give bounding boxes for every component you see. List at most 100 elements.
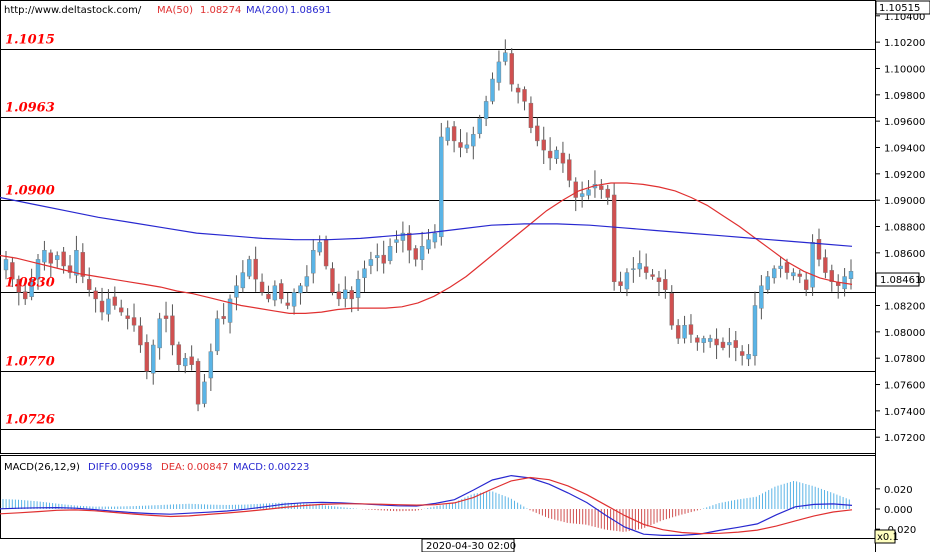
bear-candle[interactable]: [170, 315, 175, 346]
bear-candle[interactable]: [643, 266, 649, 273]
bull-candle[interactable]: [464, 144, 470, 149]
bull-candle[interactable]: [471, 134, 476, 147]
bull-candle[interactable]: [707, 338, 713, 342]
bull-candle[interactable]: [183, 357, 188, 367]
bull-candle[interactable]: [394, 239, 399, 243]
bear-candle[interactable]: [349, 290, 354, 300]
bear-candle[interactable]: [451, 126, 457, 142]
bull-candle[interactable]: [240, 272, 246, 289]
bear-candle[interactable]: [285, 302, 290, 306]
bear-candle[interactable]: [714, 338, 719, 346]
bull-candle[interactable]: [368, 259, 374, 266]
bull-candle[interactable]: [55, 255, 60, 260]
bull-candle[interactable]: [42, 250, 47, 263]
bull-candle[interactable]: [202, 381, 207, 404]
bear-candle[interactable]: [80, 252, 86, 277]
bull-candle[interactable]: [810, 242, 815, 288]
bear-candle[interactable]: [93, 290, 98, 300]
bear-candle[interactable]: [803, 279, 809, 290]
bull-candle[interactable]: [272, 285, 278, 301]
bull-candle[interactable]: [247, 259, 252, 277]
bear-candle[interactable]: [528, 102, 534, 128]
bear-candle[interactable]: [112, 296, 118, 306]
bull-candle[interactable]: [298, 285, 303, 294]
bear-candle[interactable]: [10, 262, 15, 280]
bull-candle[interactable]: [701, 338, 706, 343]
bear-candle[interactable]: [195, 360, 201, 405]
bear-candle[interactable]: [279, 283, 284, 300]
bear-candle[interactable]: [618, 281, 623, 286]
bear-candle[interactable]: [535, 125, 540, 142]
bear-candle[interactable]: [829, 270, 834, 283]
bear-candle[interactable]: [688, 324, 694, 335]
bull-candle[interactable]: [586, 189, 591, 196]
bear-candle[interactable]: [48, 252, 54, 264]
bear-candle[interactable]: [560, 152, 566, 164]
bear-candle[interactable]: [163, 315, 169, 319]
bear-candle[interactable]: [663, 279, 668, 290]
bear-candle[interactable]: [599, 185, 604, 190]
bear-candle[interactable]: [131, 317, 137, 326]
bull-candle[interactable]: [746, 354, 751, 360]
bear-candle[interactable]: [23, 291, 28, 300]
bull-candle[interactable]: [445, 127, 450, 141]
bear-candle[interactable]: [266, 293, 271, 300]
bull-candle[interactable]: [426, 239, 431, 250]
bull-candle[interactable]: [771, 268, 777, 279]
bear-candle[interactable]: [650, 274, 655, 277]
bull-candle[interactable]: [74, 250, 79, 276]
bear-candle[interactable]: [573, 181, 578, 198]
bull-candle[interactable]: [362, 268, 367, 278]
bull-candle[interactable]: [234, 285, 239, 298]
bull-candle[interactable]: [157, 318, 162, 349]
zoom-label[interactable]: x0.1: [877, 532, 899, 543]
bear-candle[interactable]: [656, 277, 662, 283]
bear-candle[interactable]: [407, 232, 412, 251]
bear-candle[interactable]: [611, 194, 617, 283]
bull-candle[interactable]: [343, 289, 348, 299]
bull-candle[interactable]: [483, 101, 489, 119]
bull-candle[interactable]: [304, 276, 310, 287]
bear-candle[interactable]: [509, 53, 514, 85]
bear-candle[interactable]: [784, 262, 790, 273]
bear-candle[interactable]: [541, 139, 546, 151]
bear-candle[interactable]: [125, 315, 130, 319]
bull-candle[interactable]: [151, 344, 156, 374]
bull-candle[interactable]: [3, 259, 9, 271]
bear-candle[interactable]: [330, 268, 335, 293]
bull-candle[interactable]: [637, 263, 642, 270]
bear-candle[interactable]: [458, 142, 463, 148]
bull-candle[interactable]: [759, 285, 764, 309]
bear-candle[interactable]: [522, 89, 527, 102]
bear-candle[interactable]: [720, 341, 726, 348]
bear-candle[interactable]: [61, 251, 66, 267]
bull-candle[interactable]: [400, 232, 406, 241]
bull-candle[interactable]: [35, 259, 41, 280]
zoom-box[interactable]: [874, 529, 896, 544]
bull-candle[interactable]: [419, 246, 425, 260]
bear-candle[interactable]: [669, 293, 674, 326]
bull-candle[interactable]: [215, 318, 220, 352]
bear-candle[interactable]: [413, 248, 418, 260]
bull-candle[interactable]: [624, 272, 630, 290]
bear-candle[interactable]: [675, 325, 681, 339]
bull-candle[interactable]: [765, 276, 770, 290]
bull-candle[interactable]: [208, 351, 214, 379]
bear-candle[interactable]: [605, 188, 610, 198]
bull-candle[interactable]: [355, 278, 361, 298]
bull-candle[interactable]: [317, 242, 322, 253]
bear-candle[interactable]: [381, 254, 386, 264]
bear-candle[interactable]: [547, 150, 553, 159]
bull-candle[interactable]: [439, 136, 444, 238]
bull-candle[interactable]: [106, 298, 111, 315]
bear-candle[interactable]: [797, 273, 802, 277]
bull-candle[interactable]: [490, 78, 495, 102]
bear-candle[interactable]: [67, 265, 73, 273]
bear-candle[interactable]: [323, 239, 329, 267]
bull-candle[interactable]: [848, 271, 854, 279]
bull-candle[interactable]: [29, 278, 34, 297]
bull-candle[interactable]: [791, 272, 796, 277]
bear-candle[interactable]: [119, 307, 124, 313]
bull-candle[interactable]: [778, 265, 783, 269]
